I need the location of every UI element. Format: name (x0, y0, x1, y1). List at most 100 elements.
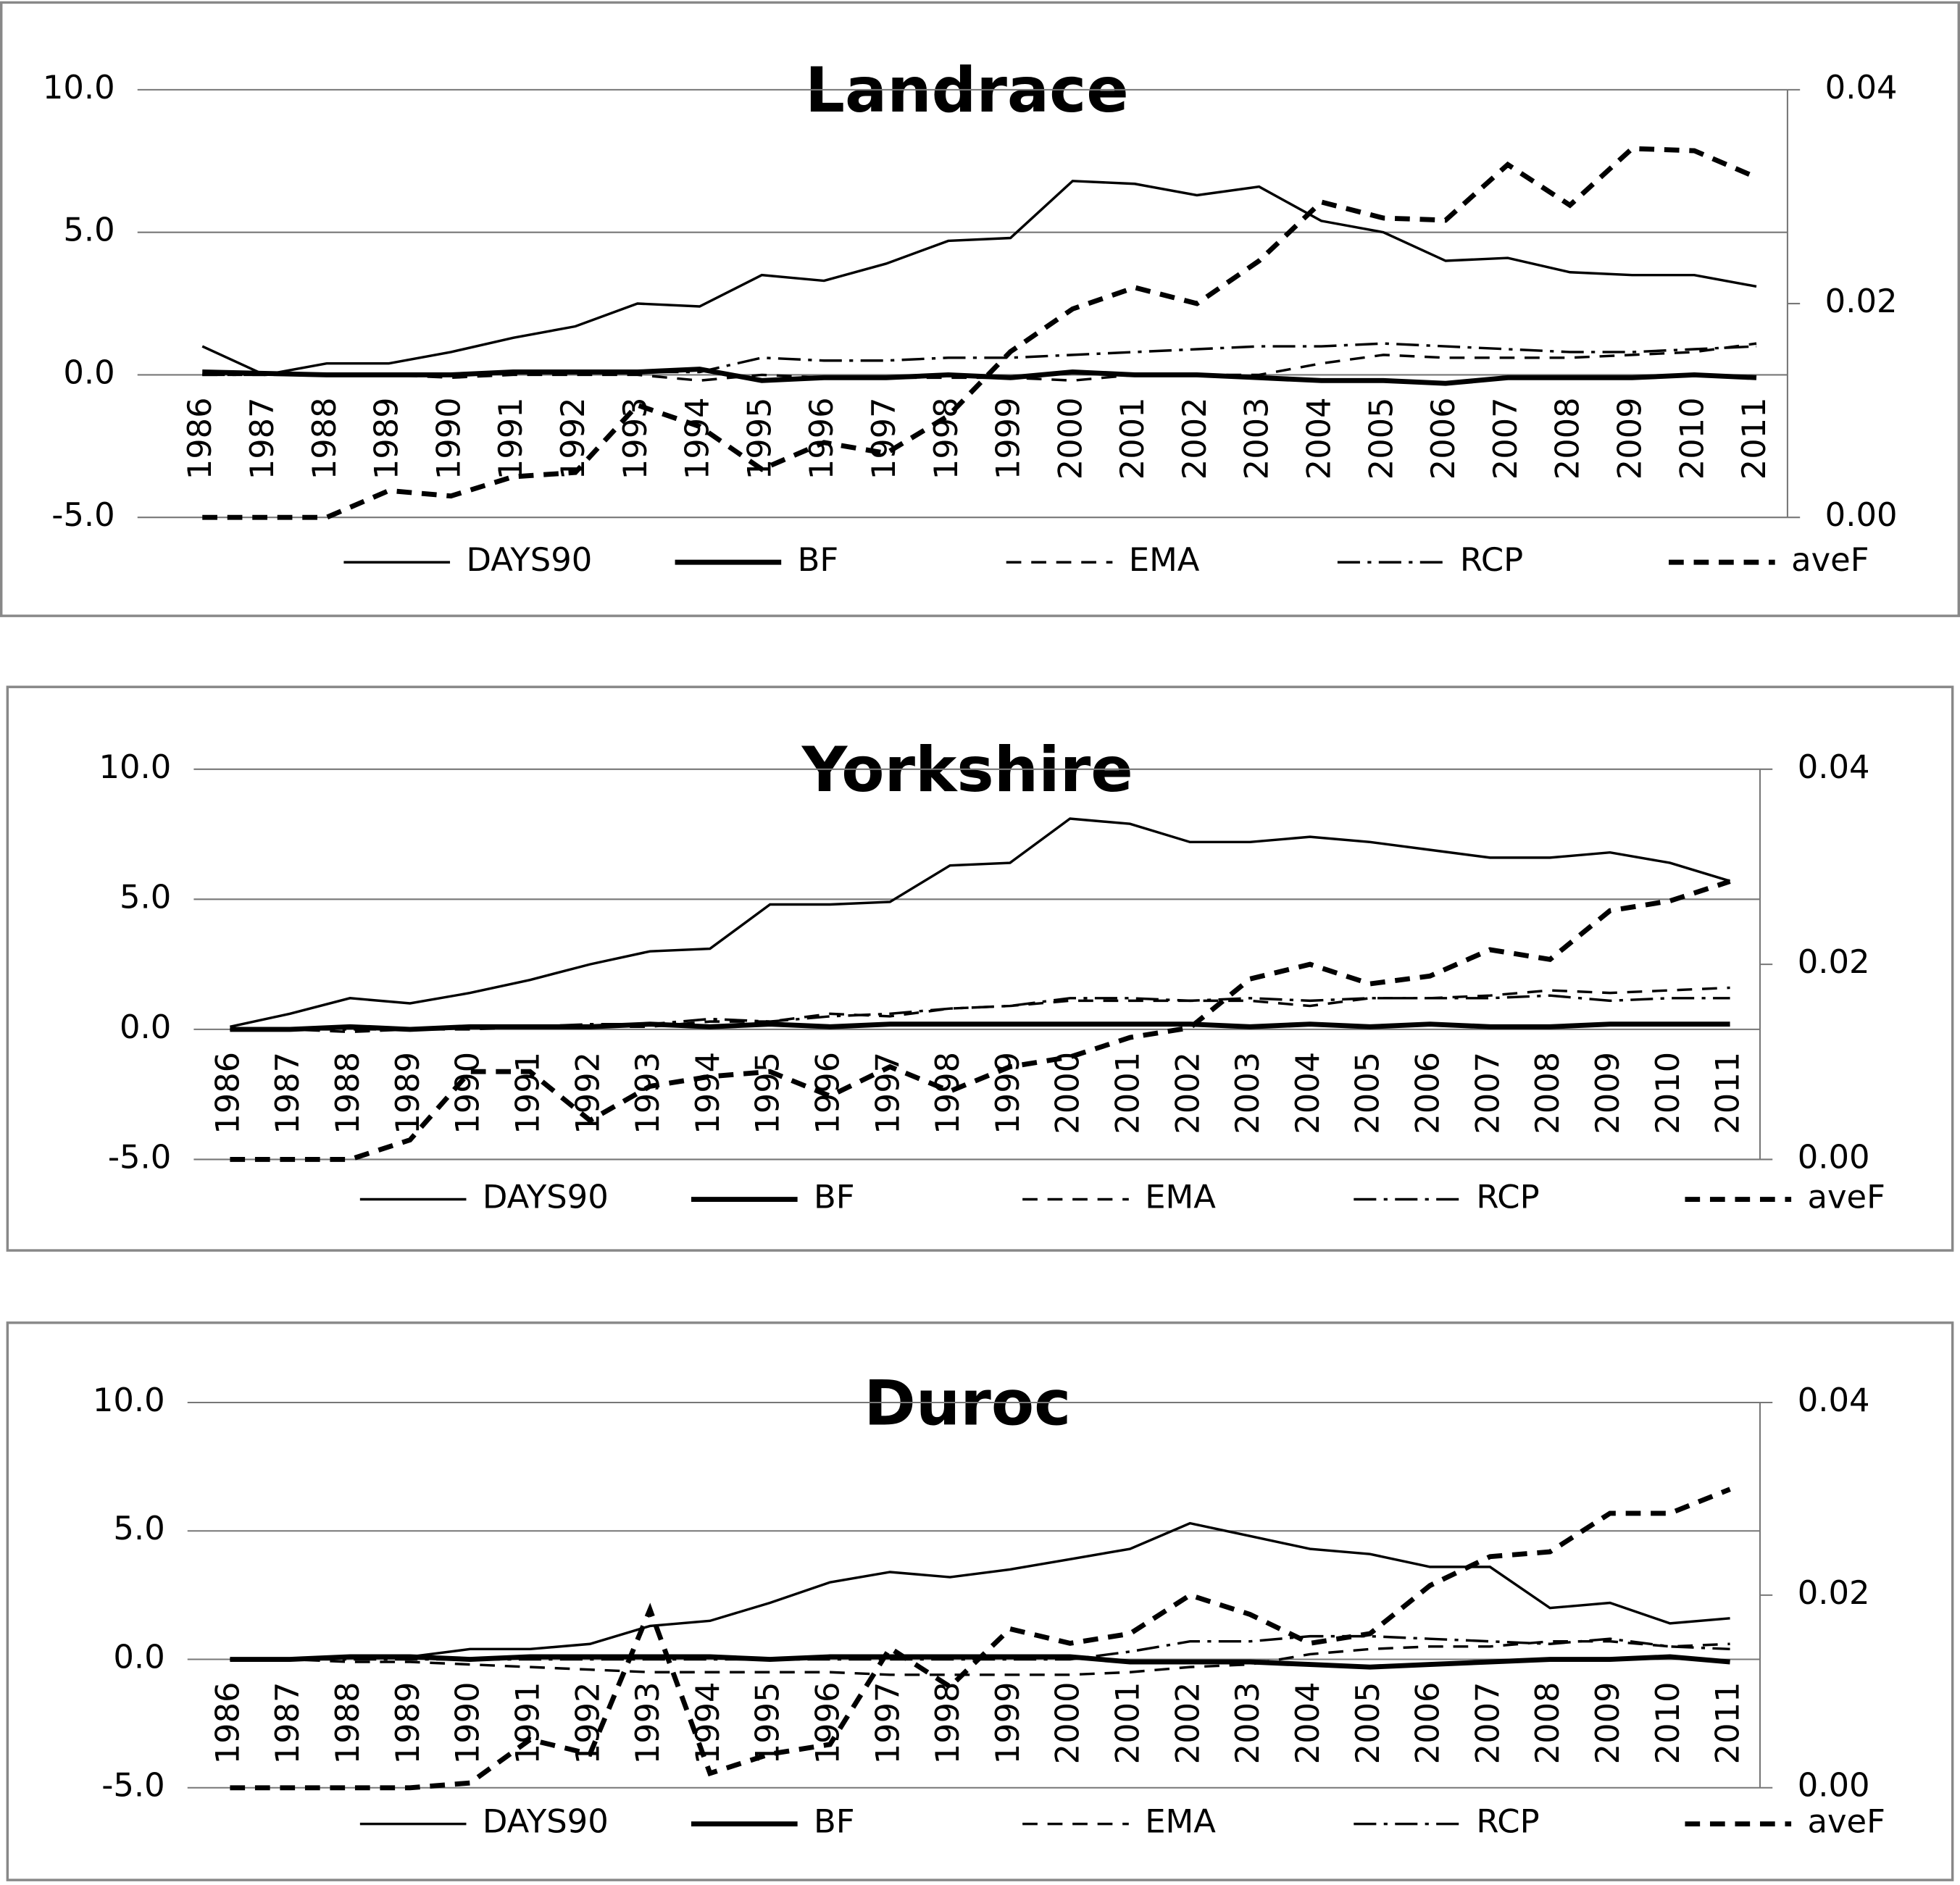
x-tick-label: 2006 (1409, 1681, 1447, 1764)
x-tick-label: 2007 (1468, 1681, 1506, 1764)
y-tick-label: 10.0 (43, 68, 115, 106)
x-tick-label: 1997 (864, 397, 903, 480)
legend-label: EMA (1129, 540, 1200, 579)
x-tick-label: 1988 (328, 1681, 367, 1764)
x-tick-label: 2010 (1648, 1052, 1687, 1134)
x-tick-label: 1992 (554, 397, 592, 480)
y2-tick-label: 0.04 (1798, 1381, 1870, 1419)
y2-tick-label: 0.02 (1798, 942, 1870, 981)
y-tick-label: -5.0 (108, 1137, 171, 1176)
y-tick-label: 5.0 (63, 211, 114, 249)
y-tick-label: -5.0 (51, 496, 114, 534)
legend-label: RCP (1476, 1802, 1539, 1841)
legend-label: DAYS90 (483, 1178, 609, 1216)
x-tick-label: 2008 (1528, 1681, 1567, 1764)
x-tick-label: 2001 (1113, 397, 1151, 480)
y2-tick-label: 0.00 (1798, 1137, 1870, 1176)
x-tick-label: 2002 (1168, 1681, 1206, 1764)
x-tick-label: 1997 (868, 1052, 906, 1134)
x-tick-label: 1987 (268, 1681, 306, 1764)
x-tick-label: 1986 (208, 1052, 246, 1134)
x-tick-label: 1990 (449, 1681, 487, 1764)
legend-label: aveF (1808, 1178, 1885, 1216)
y-tick-label: -5.0 (101, 1766, 164, 1805)
x-tick-label: 1991 (508, 1052, 546, 1134)
x-tick-label: 1999 (988, 1052, 1027, 1134)
x-tick-label: 2009 (1588, 1052, 1627, 1134)
x-tick-label: 1991 (491, 397, 530, 480)
x-tick-label: 1990 (429, 397, 467, 480)
x-tick-label: 2007 (1486, 397, 1525, 480)
x-tick-label: 1999 (988, 1681, 1027, 1764)
y2-tick-label: 0.00 (1825, 496, 1898, 534)
x-tick-label: 2002 (1168, 1052, 1206, 1134)
legend-label: RCP (1476, 1178, 1539, 1216)
x-tick-label: 2008 (1548, 397, 1587, 480)
x-tick-label: 1989 (388, 1052, 427, 1134)
y2-tick-label: 0.00 (1798, 1766, 1870, 1805)
x-tick-label: 1987 (268, 1052, 306, 1134)
x-tick-label: 2011 (1709, 1681, 1747, 1764)
y2-tick-label: 0.02 (1825, 282, 1898, 320)
legend-label: EMA (1145, 1178, 1216, 1216)
x-tick-label: 2003 (1228, 1681, 1267, 1764)
x-tick-label: 2001 (1108, 1052, 1146, 1134)
x-tick-label: 2005 (1361, 397, 1400, 480)
x-tick-label: 2010 (1648, 1681, 1687, 1764)
y-tick-label: 0.0 (63, 353, 114, 391)
legend-label: DAYS90 (466, 540, 592, 579)
legend-label: BF (814, 1802, 855, 1841)
series-line (230, 817, 1731, 1028)
legend-label: DAYS90 (483, 1802, 609, 1841)
panel-frame (6, 1321, 1954, 1881)
series-line (202, 146, 1758, 520)
y-tick-label: 5.0 (113, 1509, 164, 1547)
x-tick-label: 2010 (1672, 397, 1711, 480)
series-line (230, 1639, 1730, 1676)
series-line (230, 1521, 1730, 1661)
series-line (202, 342, 1757, 383)
y2-tick-label: 0.02 (1798, 1573, 1870, 1612)
x-tick-label: 1989 (388, 1681, 427, 1764)
x-tick-label: 2003 (1238, 397, 1276, 480)
x-tick-label: 1994 (688, 1052, 727, 1134)
x-tick-label: 1998 (928, 1681, 967, 1764)
y2-tick-label: 0.04 (1825, 68, 1898, 106)
x-tick-label: 2009 (1610, 397, 1648, 480)
x-tick-label: 1992 (568, 1052, 606, 1134)
legend-label: aveF (1791, 540, 1869, 579)
legend-label: EMA (1145, 1802, 1216, 1841)
x-tick-label: 2008 (1528, 1052, 1567, 1134)
y-tick-label: 0.0 (120, 1008, 171, 1046)
x-tick-label: 2004 (1288, 1681, 1327, 1764)
series-line (230, 879, 1731, 1162)
x-tick-label: 2000 (1048, 1052, 1087, 1134)
x-tick-label: 2003 (1228, 1052, 1267, 1134)
x-tick-label: 2005 (1348, 1052, 1387, 1134)
y-tick-label: 10.0 (99, 748, 172, 786)
x-tick-label: 1987 (243, 397, 281, 480)
x-tick-label: 2000 (1048, 1681, 1087, 1764)
y2-tick-label: 0.04 (1798, 748, 1870, 786)
x-tick-label: 2007 (1468, 1052, 1506, 1134)
series-line (230, 994, 1730, 1031)
panel-frame (0, 1, 1960, 617)
legend-label: RCP (1460, 540, 1523, 579)
series-line (230, 1487, 1731, 1791)
chart-title: Landrace (805, 54, 1129, 127)
x-tick-label: 2006 (1424, 397, 1462, 480)
x-tick-label: 1998 (927, 397, 965, 480)
x-tick-label: 2009 (1588, 1681, 1627, 1764)
x-tick-label: 2006 (1409, 1052, 1447, 1134)
x-tick-label: 1990 (449, 1052, 487, 1134)
chart-title: Duroc (864, 1367, 1071, 1439)
x-tick-label: 2011 (1735, 397, 1773, 480)
chart-title: Yorkshire (801, 734, 1133, 806)
x-tick-label: 1994 (678, 397, 717, 480)
x-tick-label: 1996 (802, 397, 841, 480)
x-tick-label: 1998 (928, 1052, 967, 1134)
panel-frame (6, 685, 1954, 1252)
legend-label: BF (798, 540, 839, 579)
